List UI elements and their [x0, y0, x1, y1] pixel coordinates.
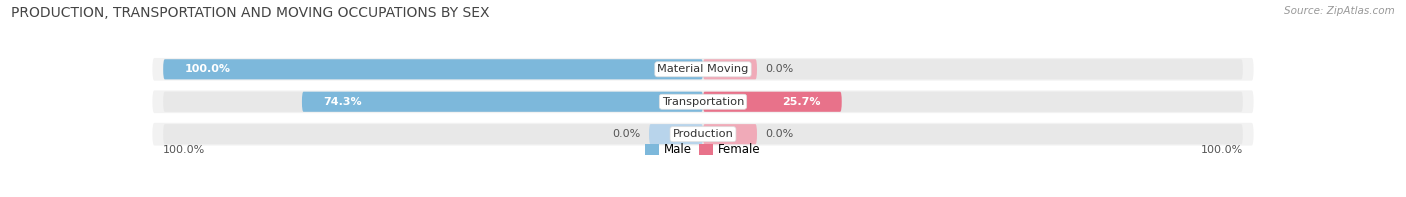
FancyBboxPatch shape — [703, 124, 756, 144]
Text: PRODUCTION, TRANSPORTATION AND MOVING OCCUPATIONS BY SEX: PRODUCTION, TRANSPORTATION AND MOVING OC… — [11, 6, 489, 20]
Text: 100.0%: 100.0% — [184, 64, 231, 74]
Text: Material Moving: Material Moving — [658, 64, 748, 74]
FancyBboxPatch shape — [152, 90, 1254, 113]
Text: 0.0%: 0.0% — [765, 64, 793, 74]
Text: 25.7%: 25.7% — [782, 97, 820, 107]
Text: 100.0%: 100.0% — [163, 145, 205, 155]
FancyBboxPatch shape — [703, 59, 756, 79]
Text: 0.0%: 0.0% — [613, 129, 641, 139]
FancyBboxPatch shape — [152, 58, 1254, 81]
Text: Source: ZipAtlas.com: Source: ZipAtlas.com — [1284, 6, 1395, 16]
Text: 0.0%: 0.0% — [765, 129, 793, 139]
FancyBboxPatch shape — [703, 92, 842, 112]
FancyBboxPatch shape — [163, 92, 1243, 112]
Text: Production: Production — [672, 129, 734, 139]
FancyBboxPatch shape — [650, 124, 703, 144]
Text: 74.3%: 74.3% — [323, 97, 363, 107]
Text: Transportation: Transportation — [662, 97, 744, 107]
Legend: Male, Female: Male, Female — [641, 138, 765, 161]
FancyBboxPatch shape — [152, 123, 1254, 146]
Text: 100.0%: 100.0% — [1201, 145, 1243, 155]
FancyBboxPatch shape — [302, 92, 703, 112]
FancyBboxPatch shape — [163, 124, 1243, 144]
FancyBboxPatch shape — [163, 59, 703, 79]
FancyBboxPatch shape — [163, 59, 1243, 79]
